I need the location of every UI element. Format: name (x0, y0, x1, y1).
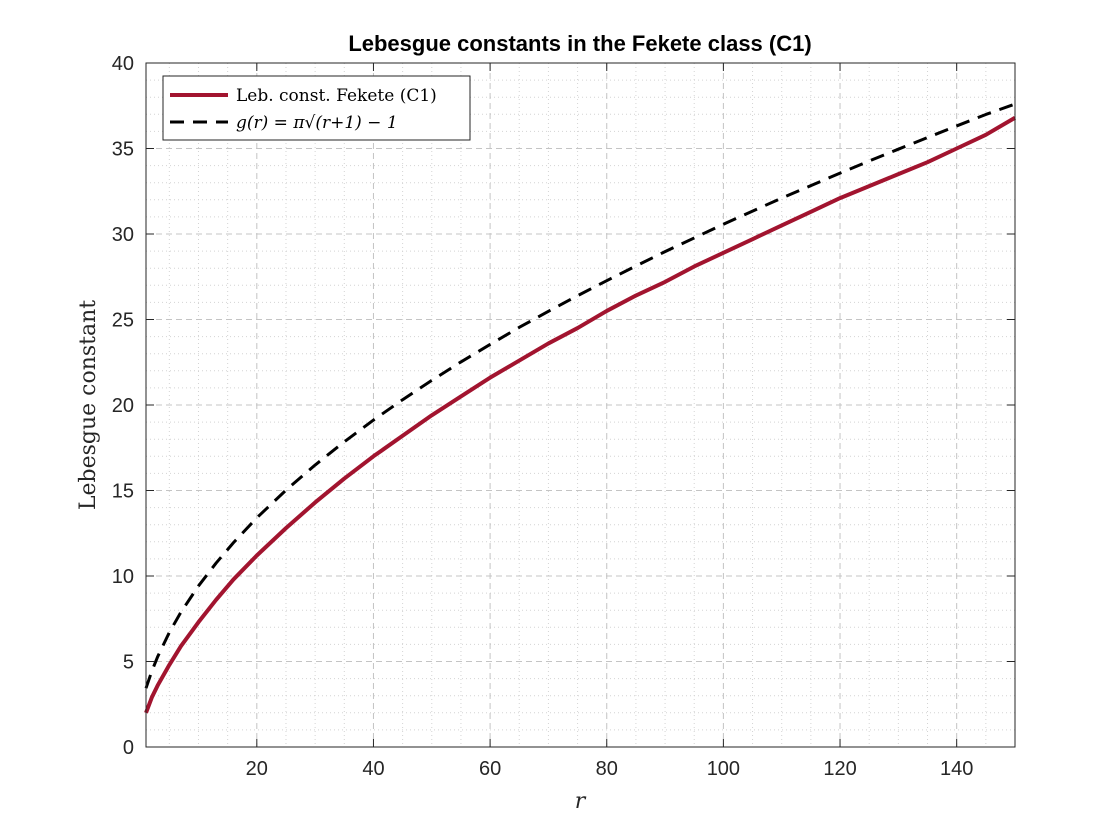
legend-box (162, 75, 471, 141)
x-tick-label: 80 (596, 758, 618, 780)
y-tick-label: 5 (123, 652, 134, 674)
chart-title: Lebesgue constants in the Fekete class (… (348, 31, 811, 56)
major-grid (146, 63, 1015, 747)
y-tick-label: 10 (112, 566, 134, 588)
x-tick-label: 40 (362, 758, 384, 780)
series-layer (144, 102, 1017, 714)
x-tick-label: 20 (246, 758, 268, 780)
series-line-fekete (144, 115, 1017, 714)
y-tick-label: 25 (112, 310, 134, 332)
legend-label-fekete: Leb. const. Fekete (C1) (236, 86, 437, 106)
x-axis-label: r (575, 789, 587, 814)
legend: Leb. const. Fekete (C1) g(r) = π√(r+1) −… (162, 75, 471, 141)
x-tick-label: 60 (479, 758, 501, 780)
minor-grid (146, 63, 1015, 747)
legend-label-g: g(r) = π√(r+1) − 1 (236, 113, 398, 133)
x-tick-label: 100 (707, 758, 740, 780)
x-tick-labels: 20 40 60 80 100 120 140 (246, 758, 974, 780)
y-tick-label: 35 (112, 139, 134, 161)
y-tick-label: 20 (112, 395, 134, 417)
x-tick-label: 140 (940, 758, 973, 780)
y-tick-label: 0 (123, 737, 134, 759)
y-axis-label: Lebesgue constant (76, 300, 101, 510)
x-tick-label: 120 (823, 758, 856, 780)
ticks-layer (146, 62, 1015, 748)
y-tick-label: 30 (112, 224, 134, 246)
y-tick-label: 15 (112, 481, 134, 503)
series-line-g (144, 102, 1016, 689)
y-tick-labels: 0 5 10 15 20 25 30 35 40 (112, 53, 134, 759)
y-tick-label: 40 (112, 53, 134, 75)
